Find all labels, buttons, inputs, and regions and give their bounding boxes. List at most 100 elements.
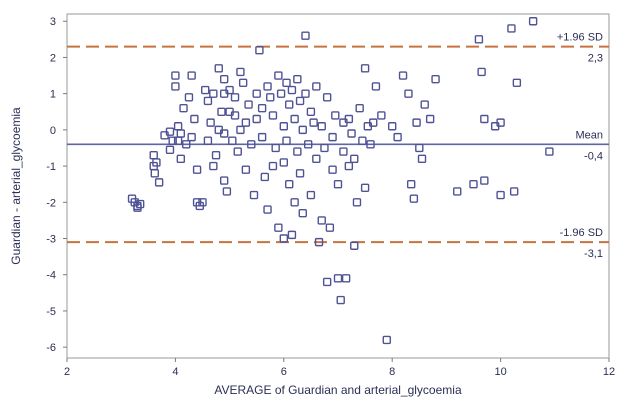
data-point <box>306 107 316 116</box>
data-point <box>371 82 381 91</box>
data-point <box>241 165 251 174</box>
data-point <box>287 230 297 240</box>
data-point <box>347 129 356 138</box>
data-point <box>203 96 213 106</box>
data-point <box>184 93 194 102</box>
data-point <box>431 74 440 84</box>
data-point <box>341 274 351 283</box>
reference-lines <box>67 45 609 244</box>
data-point <box>509 187 519 196</box>
data-point <box>360 64 370 73</box>
x-tick-label: 4 <box>172 366 178 378</box>
data-point <box>453 187 462 196</box>
data-point <box>320 143 329 153</box>
reference-line-value: -3,1 <box>584 248 603 260</box>
x-tick-label: 12 <box>603 366 615 378</box>
data-point <box>409 194 419 203</box>
y-axis-ticks: 3 2 1 0 -1 -2 -3 -4 -5 -6 <box>46 16 67 354</box>
reference-line-labels: +1.96 SD 2,3 Mean -0,4 -1.96 SD -3,1 <box>557 32 603 261</box>
data-point <box>192 165 202 174</box>
data-point <box>317 122 326 131</box>
data-point <box>249 190 259 200</box>
data-point <box>230 111 240 120</box>
data-point <box>328 165 337 174</box>
data-point <box>198 198 207 207</box>
data-point <box>369 118 378 127</box>
y-tick-label: 3 <box>50 16 56 28</box>
x-tick-label: 2 <box>64 366 70 378</box>
data-point <box>271 143 280 153</box>
data-point <box>295 96 305 106</box>
data-point <box>279 234 288 243</box>
data-point <box>480 176 489 185</box>
data-point <box>350 154 359 164</box>
x-axis-label: AVERAGE of Guardian and arterial_glycoem… <box>214 383 462 397</box>
data-point <box>257 132 267 142</box>
data-point <box>412 118 421 127</box>
data-point <box>279 158 288 167</box>
data-point <box>274 223 283 232</box>
data-point <box>282 136 291 145</box>
data-point <box>225 85 234 95</box>
data-point <box>274 71 283 80</box>
data-point <box>344 161 354 171</box>
x-tick-label: 6 <box>281 366 287 378</box>
data-point <box>420 100 429 109</box>
data-point <box>295 169 305 178</box>
data-point <box>260 172 270 182</box>
data-point <box>322 93 332 102</box>
data-point <box>417 154 427 164</box>
data-point <box>171 71 180 80</box>
data-point <box>314 237 324 247</box>
data-point <box>352 198 362 207</box>
data-point <box>425 114 435 124</box>
reference-line-name: -1.96 SD <box>560 227 603 239</box>
data-point <box>268 161 278 171</box>
data-point <box>293 74 302 84</box>
y-tick-label: -4 <box>46 270 56 282</box>
x-tick-label: 8 <box>389 366 395 378</box>
data-point <box>366 140 375 149</box>
data-point <box>339 147 348 156</box>
data-point <box>293 147 302 156</box>
x-tick-label: 10 <box>494 366 506 378</box>
data-point <box>252 89 261 98</box>
data-point <box>263 205 272 214</box>
x-axis-ticks: 2 4 6 8 10 12 <box>64 358 615 378</box>
data-point <box>336 295 345 305</box>
data-point <box>214 64 223 73</box>
data-point <box>219 74 229 84</box>
data-point <box>236 67 245 77</box>
data-point <box>301 31 310 40</box>
data-point <box>233 147 242 156</box>
data-point <box>512 78 522 88</box>
data-point <box>190 114 199 124</box>
data-point <box>203 136 213 145</box>
data-point <box>309 118 318 127</box>
data-point <box>301 89 310 98</box>
data-point <box>290 114 299 124</box>
data-point <box>150 169 160 178</box>
data-point <box>230 93 240 102</box>
data-point <box>247 140 256 149</box>
data-point <box>404 89 413 98</box>
data-point <box>219 176 229 185</box>
data-point <box>496 118 505 127</box>
data-point <box>165 127 175 136</box>
data-point <box>333 274 343 283</box>
data-point <box>312 154 321 164</box>
data-point <box>477 67 486 77</box>
data-point <box>201 85 210 95</box>
data-point <box>406 179 416 189</box>
data-point <box>312 82 321 91</box>
y-tick-label: -5 <box>46 306 56 318</box>
data-point <box>382 335 391 345</box>
y-tick-label: -1 <box>46 161 56 173</box>
data-point <box>282 78 291 88</box>
data-point <box>469 179 478 189</box>
data-point <box>179 103 188 113</box>
y-tick-label: 1 <box>50 89 56 101</box>
data-point <box>182 140 191 149</box>
data-point <box>228 136 237 145</box>
